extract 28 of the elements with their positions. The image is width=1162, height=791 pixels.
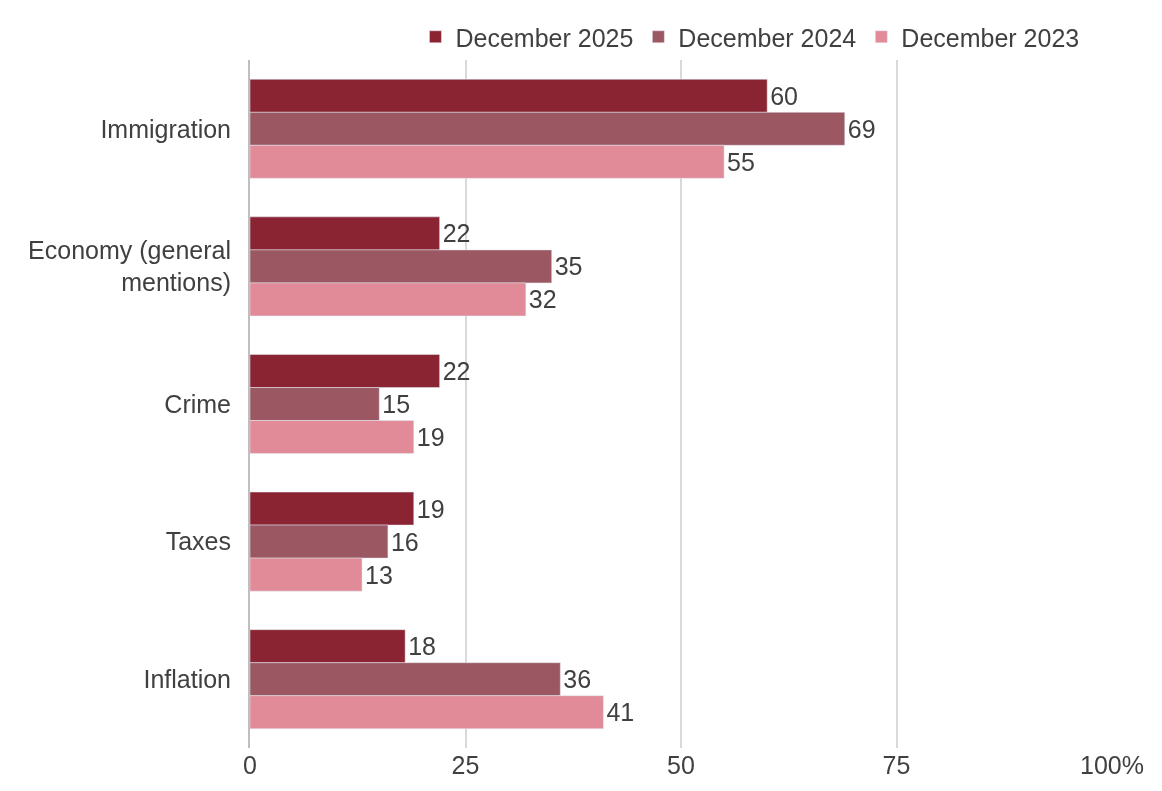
data-label: 35 — [554, 252, 583, 281]
data-label: 16 — [390, 527, 419, 556]
legend-label: December 2023 — [901, 23, 1080, 52]
data-label: 36 — [563, 665, 592, 694]
x-tick-label: 25 — [451, 751, 480, 779]
data-label: 41 — [606, 698, 635, 727]
y-tick-label: Immigration — [100, 114, 231, 143]
legend-label: December 2025 — [455, 23, 634, 52]
data-label: 69 — [847, 114, 876, 143]
y-tick-label: Inflation — [143, 664, 231, 693]
data-label: 18 — [408, 632, 436, 661]
y-tick-label: Taxes — [165, 527, 231, 556]
x-tick-label: 100% — [1080, 751, 1144, 779]
data-label: 13 — [365, 560, 393, 589]
data-label: 19 — [416, 423, 445, 452]
x-tick-label: 50 — [667, 751, 695, 779]
legend-label: December 2024 — [678, 23, 857, 52]
data-label: 22 — [442, 356, 471, 385]
x-tick-label: 0 — [243, 751, 257, 779]
y-tick-label: Economy (general mentions) — [28, 235, 231, 297]
data-label: 55 — [727, 147, 755, 176]
x-tick-label: 75 — [882, 751, 911, 779]
data-label: 60 — [770, 81, 799, 110]
data-label: 15 — [382, 390, 411, 418]
y-tick-label: Crime — [164, 389, 231, 418]
data-label: 32 — [528, 285, 557, 314]
data-label: 22 — [442, 219, 471, 248]
data-label: 19 — [416, 494, 445, 523]
